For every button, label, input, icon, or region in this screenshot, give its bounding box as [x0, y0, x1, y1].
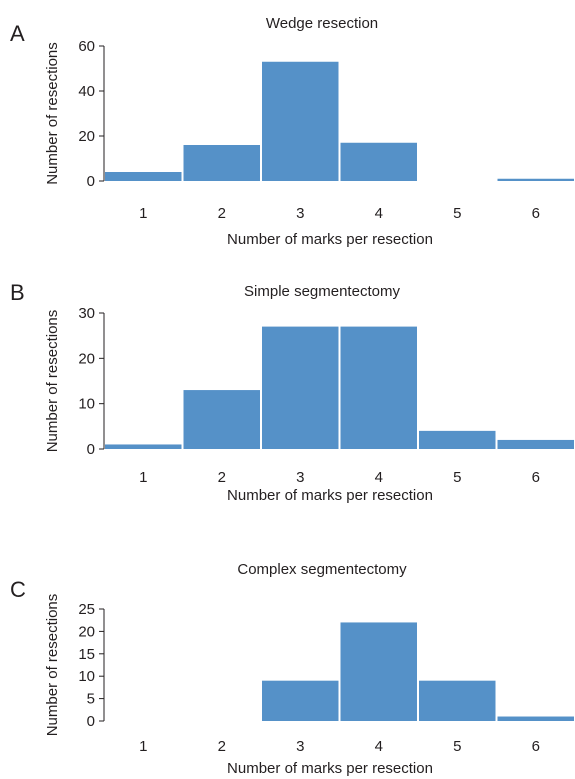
bar-2 — [183, 390, 260, 449]
x-tick-label: 4 — [375, 738, 383, 755]
x-tick-label: 6 — [532, 205, 540, 222]
x-tick-label: 3 — [296, 738, 304, 755]
chart-panel-b: B Simple segmentectomy Number of resection… — [10, 280, 574, 504]
y-axis-label: Number of resections — [44, 594, 61, 737]
y-tick-label: 5 — [87, 691, 95, 708]
x-tick-label: 1 — [139, 469, 147, 486]
y-tick-label: 30 — [78, 305, 95, 322]
x-tick-label: 6 — [532, 469, 540, 486]
bar-2 — [183, 145, 260, 181]
x-tick-label: 1 — [139, 738, 147, 755]
x-axis-label: Number of marks per resection — [227, 231, 433, 248]
y-tick-label: 10 — [78, 396, 95, 413]
x-tick-label: 4 — [375, 469, 383, 486]
y-tick-label: 0 — [87, 713, 95, 730]
chart-title: Simple segmentectomy — [244, 283, 400, 300]
bar-5 — [419, 430, 496, 449]
panel-letter: B — [10, 280, 25, 305]
bar-5 — [419, 680, 496, 721]
x-tick-label: 2 — [218, 205, 226, 222]
bar-4 — [340, 326, 417, 449]
chart-title: Wedge resection — [266, 15, 378, 32]
x-tick-label: 3 — [296, 469, 304, 486]
chart-title: Complex segmentectomy — [237, 561, 407, 578]
y-tick-label: 40 — [78, 83, 95, 100]
y-tick-label: 20 — [78, 128, 95, 145]
y-tick-label: 10 — [78, 668, 95, 685]
panel-letter: C — [10, 577, 26, 602]
bar-4 — [340, 622, 417, 721]
chart-panel-c: C Complex segmentectomy Number of resectio… — [10, 561, 574, 777]
y-tick-label: 15 — [78, 646, 95, 663]
chart-panel-a: A Wedge resection Number of resections 0 20 4… — [10, 15, 574, 248]
y-tick-label: 0 — [87, 173, 95, 190]
x-axis-label: Number of marks per resection — [227, 760, 433, 777]
y-tick-label: 25 — [78, 601, 95, 618]
x-tick-label: 5 — [453, 469, 461, 486]
x-tick-label: 1 — [139, 205, 147, 222]
y-tick-label: 20 — [78, 623, 95, 640]
y-tick-label: 60 — [78, 38, 95, 55]
x-tick-label: 3 — [296, 205, 304, 222]
bar-1 — [105, 444, 182, 449]
bar-6 — [497, 439, 574, 449]
panel-letter: A — [10, 21, 25, 46]
bar-3 — [262, 61, 339, 181]
bar-6 — [497, 178, 574, 181]
y-axis-label: Number of resections — [44, 42, 61, 185]
y-tick-label: 0 — [87, 441, 95, 458]
bar-6 — [497, 716, 574, 721]
y-axis-label: Number of resections — [44, 310, 61, 453]
bar-4 — [340, 142, 417, 181]
x-tick-label: 5 — [453, 738, 461, 755]
bar-3 — [262, 326, 339, 449]
x-tick-label: 2 — [218, 738, 226, 755]
x-tick-label: 4 — [375, 205, 383, 222]
bar-3 — [262, 680, 339, 721]
y-tick-label: 20 — [78, 350, 95, 367]
x-axis-label: Number of marks per resection — [227, 487, 433, 504]
x-tick-label: 5 — [453, 205, 461, 222]
x-tick-label: 6 — [532, 738, 540, 755]
bar-1 — [105, 172, 182, 181]
x-tick-label: 2 — [218, 469, 226, 486]
